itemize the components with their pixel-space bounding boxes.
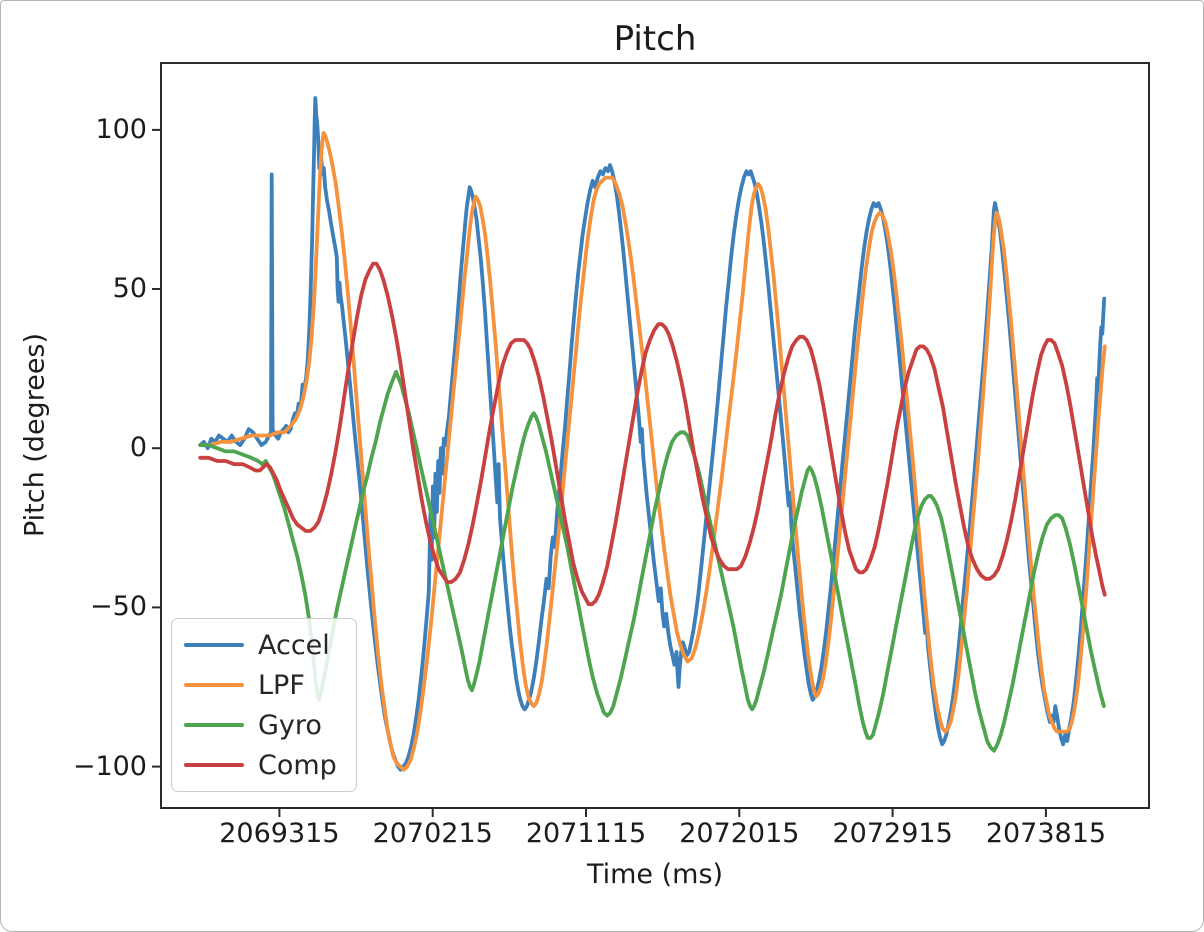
x-tick-label: 2072915 (832, 818, 953, 849)
legend-line-sample (184, 722, 244, 728)
y-tick-label: 0 (129, 432, 147, 464)
y-tick-label: 50 (112, 273, 147, 305)
axes-frame (160, 62, 1150, 809)
chart-title: Pitch (613, 19, 697, 59)
legend: Accel LPF Gyro Comp (171, 618, 357, 792)
series-line-comp (198, 261, 1107, 607)
legend-label: Comp (258, 749, 337, 781)
legend-line-sample (184, 682, 244, 688)
legend-label: LPF (258, 669, 305, 701)
x-tick-label: 2069315 (219, 818, 340, 849)
legend-line-sample (184, 642, 244, 648)
x-tick-label: 2070215 (372, 818, 493, 849)
legend-label: Gyro (258, 709, 322, 741)
series-line-accel (198, 96, 1107, 772)
x-tick-label: 2072015 (679, 818, 800, 849)
x-tick-label: 2073815 (985, 818, 1107, 849)
x-axis-label: Time (ms) (586, 859, 724, 890)
y-tick-label: 100 (95, 113, 147, 145)
legend-line-sample (184, 762, 244, 768)
series-line-gyro (198, 369, 1106, 753)
legend-item-lpf: LPF (184, 672, 350, 699)
y-tick-label: −100 (72, 750, 147, 782)
y-tick-label: −50 (90, 591, 147, 623)
legend-label: Accel (258, 629, 330, 661)
legend-item-accel: Accel (184, 632, 350, 659)
legend-item-gyro: Gyro (184, 712, 350, 739)
legend-item-comp: Comp (184, 752, 350, 779)
x-tick-label: 2071115 (525, 818, 647, 849)
